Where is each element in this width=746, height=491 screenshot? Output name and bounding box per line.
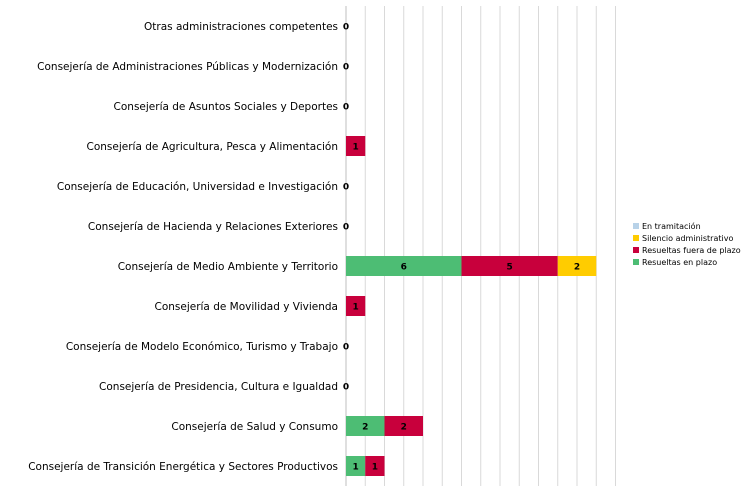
bar-segment bbox=[557, 256, 597, 276]
bars bbox=[346, 136, 597, 476]
category-label: Consejería de Modelo Económico, Turismo … bbox=[66, 341, 338, 353]
legend-label: En tramitación bbox=[642, 221, 701, 231]
legend-item: Resueltas en plazo bbox=[633, 256, 741, 268]
legend-label: Resueltas en plazo bbox=[642, 257, 718, 267]
bar-segment bbox=[346, 456, 366, 476]
legend-swatch bbox=[633, 235, 639, 241]
category-label: Consejería de Administraciones Públicas … bbox=[37, 61, 338, 73]
bar-segment bbox=[346, 416, 385, 436]
legend-item: Silencio administrativo bbox=[633, 232, 741, 244]
data-label: 2 bbox=[362, 423, 368, 433]
bar-segment bbox=[346, 296, 366, 316]
data-label: 6 bbox=[401, 263, 407, 273]
category-label: Consejería de Medio Ambiente y Territori… bbox=[118, 261, 338, 273]
legend: En tramitación Silencio administrativo Res… bbox=[633, 220, 741, 268]
data-label: 1 bbox=[352, 143, 358, 153]
bar-segment bbox=[384, 416, 423, 436]
data-label: 5 bbox=[506, 263, 512, 273]
data-label: 0 bbox=[343, 343, 349, 353]
legend-label: Resueltas fuera de plazo bbox=[642, 245, 741, 255]
category-label: Consejería de Movilidad y Vivienda bbox=[154, 301, 338, 313]
gridlines bbox=[345, 6, 616, 486]
data-label: 2 bbox=[574, 263, 580, 273]
data-label: 1 bbox=[372, 463, 378, 473]
data-label: 1 bbox=[352, 463, 358, 473]
data-label: 0 bbox=[343, 103, 349, 113]
value-labels: 0 0 0 1 0 0 6 5 2 1 0 0 2 2 1 1 bbox=[343, 23, 580, 473]
data-label: 0 bbox=[343, 23, 349, 33]
category-label: Consejería de Hacienda y Relaciones Exte… bbox=[88, 221, 338, 233]
data-label: 0 bbox=[343, 383, 349, 393]
data-label: 1 bbox=[352, 303, 358, 313]
category-label: Consejería de Agricultura, Pesca y Alime… bbox=[87, 141, 338, 153]
legend-swatch bbox=[633, 259, 639, 265]
bar-segment bbox=[365, 456, 385, 476]
bar-segment bbox=[346, 256, 462, 276]
bar-segment bbox=[461, 256, 558, 276]
data-label: 0 bbox=[343, 183, 349, 193]
legend-item: Resueltas fuera de plazo bbox=[633, 244, 741, 256]
bar-segment bbox=[346, 136, 366, 156]
legend-item: En tramitación bbox=[633, 220, 741, 232]
category-label: Otras administraciones competentes bbox=[144, 21, 338, 33]
category-label: Consejería de Salud y Consumo bbox=[171, 421, 338, 433]
category-label: Consejería de Transición Energética y Se… bbox=[28, 461, 338, 473]
category-labels: Otras administraciones competentes Consej… bbox=[28, 21, 338, 473]
data-label: 0 bbox=[343, 223, 349, 233]
legend-label: Silencio administrativo bbox=[642, 233, 734, 243]
legend-swatch bbox=[633, 247, 639, 253]
category-label: Consejería de Educación, Universidad e I… bbox=[57, 181, 338, 193]
category-label: Consejería de Asuntos Sociales y Deporte… bbox=[114, 101, 338, 113]
data-label: 0 bbox=[343, 63, 349, 73]
legend-swatch bbox=[633, 223, 639, 229]
data-label: 2 bbox=[401, 423, 407, 433]
category-label: Consejería de Presidencia, Cultura e Igu… bbox=[99, 381, 338, 393]
